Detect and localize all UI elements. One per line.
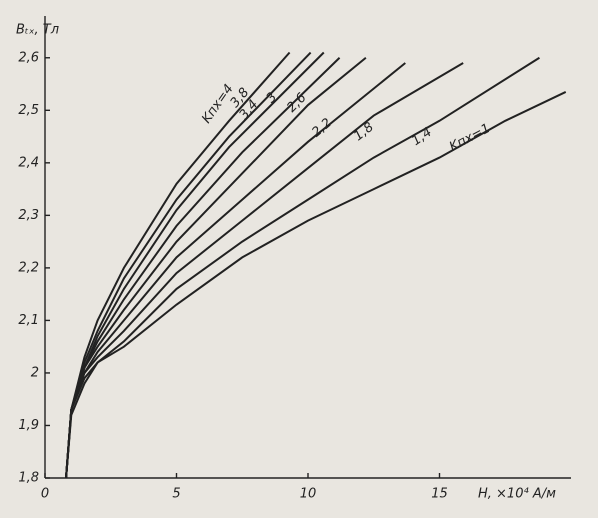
curve-label: 2,6 xyxy=(284,90,309,115)
y-tick-label: 2,3 xyxy=(18,208,39,223)
y-tick-label: 2,1 xyxy=(18,313,39,328)
curve xyxy=(65,62,464,479)
x-tick-label: 10 xyxy=(300,487,317,502)
y-tick-label: 1,9 xyxy=(18,418,39,433)
curve-label: 1,4 xyxy=(409,125,435,149)
curve-label: 1,8 xyxy=(351,120,377,145)
y-tick-label: 2,4 xyxy=(18,155,39,170)
x-tick-label: 15 xyxy=(431,487,448,502)
y-axis-label: Bₜₓ, Тл xyxy=(16,23,59,38)
y-tick-label: 2,6 xyxy=(18,50,39,65)
curve xyxy=(65,51,291,479)
y-tick-label: 1,8 xyxy=(18,471,39,486)
y-tick-label: 2 xyxy=(31,365,39,380)
x-tick-label: 0 xyxy=(41,487,49,502)
y-tick-label: 2,2 xyxy=(18,260,39,275)
curve xyxy=(65,62,406,479)
curve xyxy=(65,56,540,479)
curve xyxy=(65,51,312,479)
curve-label: Kпх=1 xyxy=(447,121,493,155)
curve xyxy=(65,91,567,479)
y-tick-label: 2,5 xyxy=(18,103,39,118)
x-axis-label: H, ×10⁴ А/м xyxy=(478,487,556,502)
x-tick-label: 5 xyxy=(172,487,180,502)
curve xyxy=(65,51,325,479)
